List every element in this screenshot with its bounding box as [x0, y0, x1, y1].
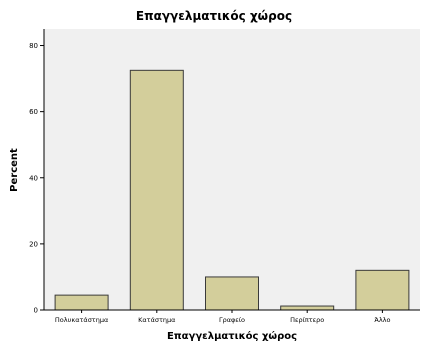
- y-tick-label: 60: [29, 108, 38, 116]
- y-axis-ticks: 0 20 40 60 80: [29, 42, 44, 315]
- bar-1: [54, 294, 109, 311]
- bar-5: [355, 269, 410, 311]
- x-category-label: Γραφείο: [219, 316, 245, 324]
- bar-4: [280, 305, 335, 311]
- x-category-label: Άλλο: [374, 316, 390, 324]
- bars-group: [54, 69, 410, 311]
- bar-3: [205, 276, 259, 311]
- x-axis-ticks: Πολυκατάστημα Κατάστημα Γραφείο Περίπτερο Άλ…: [55, 310, 391, 324]
- y-tick-label: 0: [34, 307, 38, 315]
- plot-area: [44, 29, 420, 310]
- y-axis-title: Percent: [9, 148, 20, 192]
- x-category-label: Κατάστημα: [138, 316, 175, 324]
- x-category-label: Περίπτερο: [290, 316, 324, 324]
- bar-2: [129, 69, 184, 311]
- y-tick-label: 80: [29, 42, 38, 50]
- x-axis-title: Επαγγελματικός χώρος: [167, 330, 297, 342]
- y-tick-label: 20: [29, 240, 38, 248]
- x-category-label: Πολυκατάστημα: [55, 316, 108, 324]
- chart-title: Επαγγελματικός χώρος: [136, 9, 292, 23]
- y-tick-label: 40: [29, 174, 38, 182]
